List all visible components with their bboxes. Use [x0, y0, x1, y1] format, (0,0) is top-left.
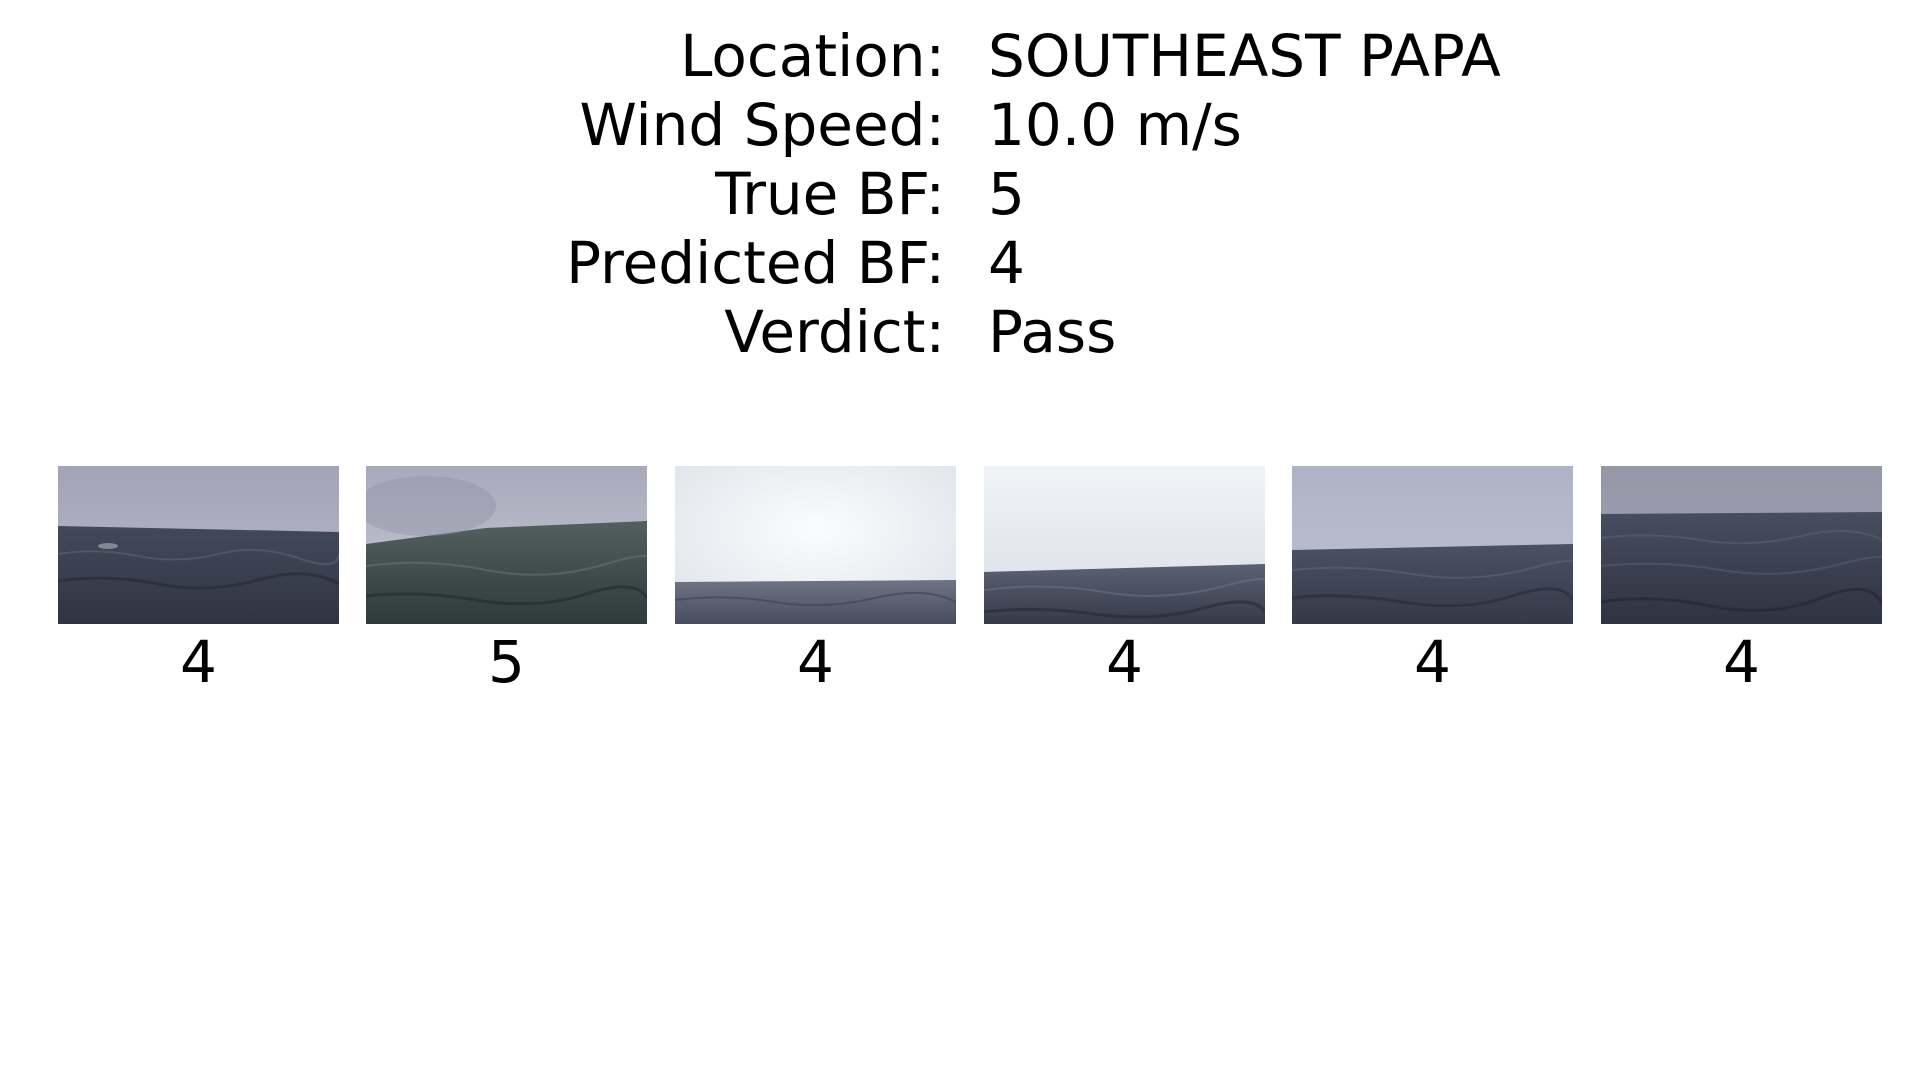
detail-row-true-bf: True BF: 5 — [0, 160, 1920, 229]
verdict-value: Pass — [988, 298, 1117, 366]
wind-speed-label: Wind Speed: — [579, 91, 945, 159]
sea-photo-6 — [1601, 466, 1882, 624]
sea-photo-4 — [984, 466, 1265, 624]
thumbnail-4-bf-label: 4 — [1106, 628, 1143, 696]
predicted-bf-value: 4 — [988, 229, 1025, 297]
thumbnail-2-bf-label: 5 — [488, 628, 525, 696]
thumbnail-5-bf-label: 4 — [1414, 628, 1451, 696]
true-bf-value: 5 — [988, 160, 1025, 228]
thumbnail-3-bf-label: 4 — [797, 628, 834, 696]
detail-row-wind-speed: Wind Speed: 10.0 m/s — [0, 91, 1920, 160]
verdict-label: Verdict: — [724, 298, 945, 366]
predicted-bf-label: Predicted BF: — [566, 229, 945, 297]
metadata-block: Location: SOUTHEAST PAPA Wind Speed: 10.… — [0, 22, 1920, 367]
detail-row-location: Location: SOUTHEAST PAPA — [0, 22, 1920, 91]
sea-photo-5 — [1292, 466, 1573, 624]
true-bf-label: True BF: — [715, 160, 945, 228]
thumbnail-1-bf-label: 4 — [180, 628, 217, 696]
sea-photo-2 — [366, 466, 647, 624]
sea-photo-1 — [58, 466, 339, 624]
thumbnail-6-bf-label: 4 — [1723, 628, 1760, 696]
location-value: SOUTHEAST PAPA — [988, 22, 1501, 90]
detail-row-predicted-bf: Predicted BF: 4 — [0, 229, 1920, 298]
detail-row-verdict: Verdict: Pass — [0, 298, 1920, 367]
sea-photo-3 — [675, 466, 956, 624]
wind-speed-value: 10.0 m/s — [988, 91, 1242, 159]
thumbnail-strip: 4 5 — [0, 466, 1920, 696]
location-label: Location: — [680, 22, 945, 90]
